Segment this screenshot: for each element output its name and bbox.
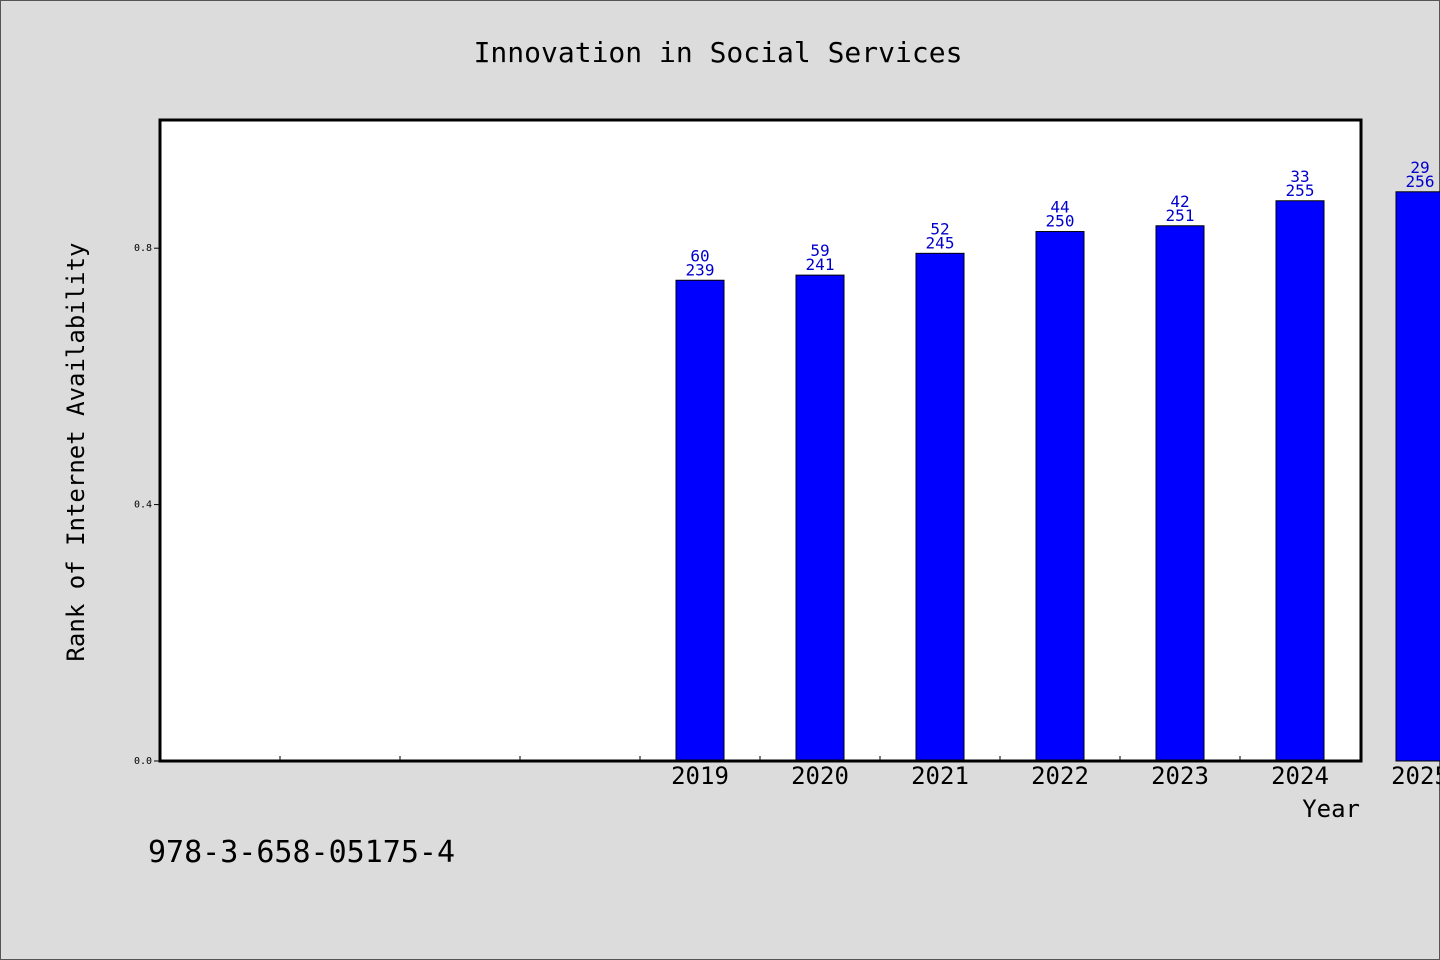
data-label-bottom: 250	[1046, 212, 1075, 231]
x-tick-label: 2024	[1271, 762, 1329, 790]
x-tick-label: 2019	[671, 762, 729, 790]
data-label-bottom: 239	[686, 260, 715, 279]
y-axis-ticks: 0.0 0.4 0.8	[134, 243, 160, 767]
data-label-top: 44	[1050, 198, 1069, 217]
y-axis-label: Rank of Internet Availability	[62, 242, 90, 661]
x-tick-label: 2022	[1031, 762, 1089, 790]
footer-isbn: 978-3-658-05175-4	[148, 835, 455, 870]
y-tick-label: 0.0	[134, 756, 152, 767]
x-tick-label: 2023	[1151, 762, 1209, 790]
data-label-top: 29	[1410, 158, 1429, 177]
data-label-bottom: 255	[1286, 181, 1315, 200]
bar-2023	[1155, 225, 1205, 762]
data-label-top: 52	[930, 219, 949, 238]
chart-title: Innovation in Social Services	[474, 36, 963, 69]
plot-border	[158, 118, 1363, 763]
data-label-top: 60	[690, 246, 709, 265]
y-tick-label: 0.8	[134, 243, 152, 254]
data-label-top: 42	[1170, 192, 1189, 211]
x-tick-label: 2020	[791, 762, 849, 790]
data-label-bottom: 241	[806, 255, 835, 274]
data-label-top: 59	[810, 241, 829, 260]
data-label-bottom: 245	[926, 233, 955, 252]
x-axis-label: Year	[1302, 795, 1360, 823]
bar-2019	[675, 279, 725, 762]
bar-2021	[915, 252, 965, 762]
bar-2022	[1035, 231, 1085, 762]
data-label-bottom: 256	[1406, 172, 1435, 191]
x-axis-ticks: 2019 2020 2021 2022 2023 2024 2025	[279, 756, 1440, 790]
x-tick-label: 2025	[1391, 762, 1440, 790]
data-label-bottom: 251	[1166, 206, 1195, 225]
bar-2024	[1275, 200, 1325, 762]
data-label-top: 33	[1290, 167, 1309, 186]
y-tick-label: 0.4	[134, 500, 152, 511]
x-tick-label: 2021	[911, 762, 969, 790]
bar-2025	[1395, 191, 1440, 762]
bar-2020	[795, 274, 845, 762]
